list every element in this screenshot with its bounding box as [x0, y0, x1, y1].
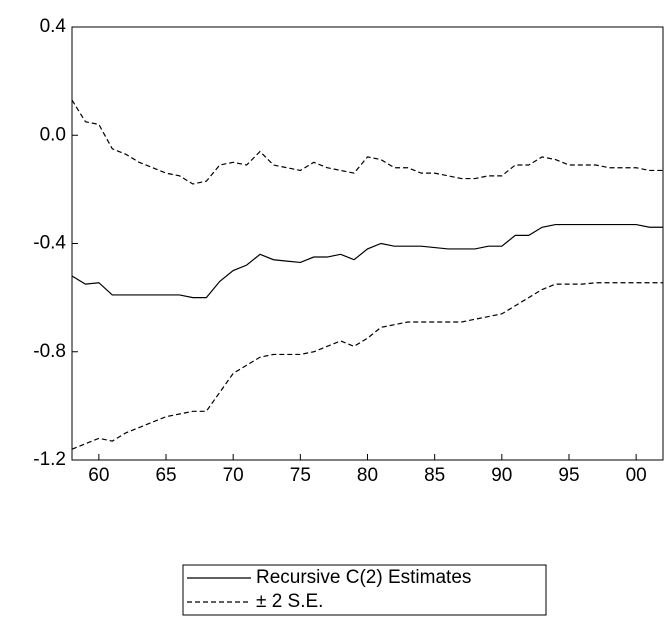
legend-label: Recursive C(2) Estimates	[256, 567, 471, 588]
x-tick-label: 70	[223, 465, 244, 486]
series-line	[71, 223, 663, 299]
x-tick-label: 90	[491, 465, 512, 486]
series-line	[71, 99, 663, 185]
x-tick-label: 85	[424, 465, 445, 486]
x-tick-label: 80	[357, 465, 378, 486]
y-tick-label: 0.4	[40, 16, 67, 37]
plot-frame	[71, 26, 664, 461]
x-tick-label: 75	[290, 465, 311, 486]
legend-box	[182, 564, 547, 616]
y-tick-label: -0.4	[33, 233, 66, 254]
x-tick-label: 60	[88, 465, 109, 486]
y-tick-label: -0.8	[33, 341, 66, 362]
y-tick-label: -1.2	[33, 449, 66, 470]
x-tick-label: 95	[558, 465, 579, 486]
legend-label: ± 2 S.E.	[256, 591, 323, 612]
series-line	[71, 282, 663, 450]
x-tick-label: 65	[155, 465, 176, 486]
x-tick-label: 00	[626, 465, 647, 486]
y-tick-label: 0.0	[40, 124, 66, 145]
